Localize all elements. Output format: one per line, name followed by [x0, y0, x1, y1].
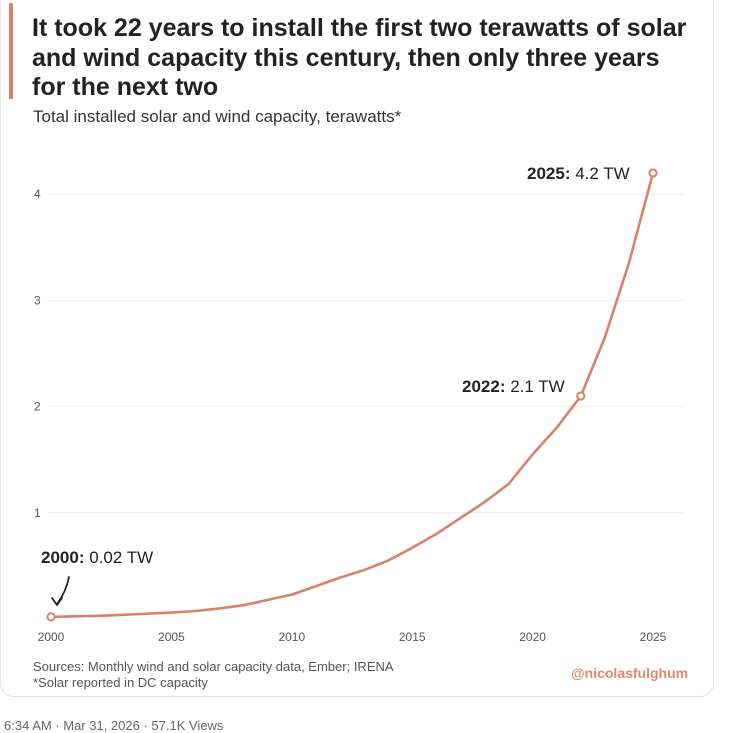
x-tick-label-2000: 2000 — [38, 630, 65, 644]
y-axis-ticks: 1 2 3 4 — [34, 187, 41, 520]
y-tick-label-3: 3 — [34, 293, 41, 307]
annotation-value-2022: 2.1 TW — [510, 377, 564, 396]
source-note: Sources: Monthly wind and solar capacity… — [33, 659, 394, 691]
x-tick-label-2020: 2020 — [519, 630, 546, 644]
source-line-1: Sources: Monthly wind and solar capacity… — [33, 659, 394, 674]
accent-bar — [9, 3, 13, 99]
y-tick-label-1: 1 — [34, 506, 41, 520]
annotation-value-2000: 0.02 TW — [89, 548, 153, 567]
series-line-capacity — [49, 171, 655, 619]
author-handle[interactable]: @nicolasfulghum — [571, 665, 689, 681]
annotation-value-2025: 4.2 TW — [575, 164, 629, 183]
annotation-markers — [46, 168, 658, 622]
data-point-2025 — [648, 168, 658, 178]
x-tick-label-2015: 2015 — [399, 630, 426, 644]
y-tick-label-4: 4 — [34, 187, 41, 201]
chart-title: It took 22 years to install the first tw… — [32, 14, 687, 101]
x-axis-ticks: 2000 2005 2010 2015 2020 2025 — [38, 630, 667, 644]
source-line-2: *Solar reported in DC capacity — [33, 675, 208, 690]
annotation-arrow — [56, 576, 70, 605]
annotation-2022: 2022: 2.1 TW — [462, 377, 565, 396]
data-point-2022 — [576, 391, 586, 401]
x-tick-label-2025: 2025 — [640, 630, 667, 644]
annotations: 2000: 0.02 TW 2022: 2.1 TW 2025: 4.2 TW — [41, 164, 630, 567]
annotation-year-2022: 2022: — [462, 377, 510, 396]
x-tick-label-2010: 2010 — [278, 630, 305, 644]
chart-card — [0, 0, 714, 697]
chart-subtitle: Total installed solar and wind capacity,… — [33, 107, 402, 126]
grid-lines — [48, 193, 683, 514]
tweet-meta: 6:34 AM · Mar 31, 2026 · 57.1K Views — [4, 718, 224, 733]
annotation-year-2025: 2025: — [527, 164, 575, 183]
annotation-2025: 2025: 4.2 TW — [527, 164, 630, 183]
annotation-year-2000: 2000: — [41, 548, 89, 567]
y-tick-label-2: 2 — [34, 400, 41, 414]
data-point-2000 — [46, 612, 56, 622]
x-tick-label-2005: 2005 — [158, 630, 185, 644]
annotation-2000: 2000: 0.02 TW — [41, 548, 153, 567]
annotation-arrowhead — [51, 597, 63, 607]
